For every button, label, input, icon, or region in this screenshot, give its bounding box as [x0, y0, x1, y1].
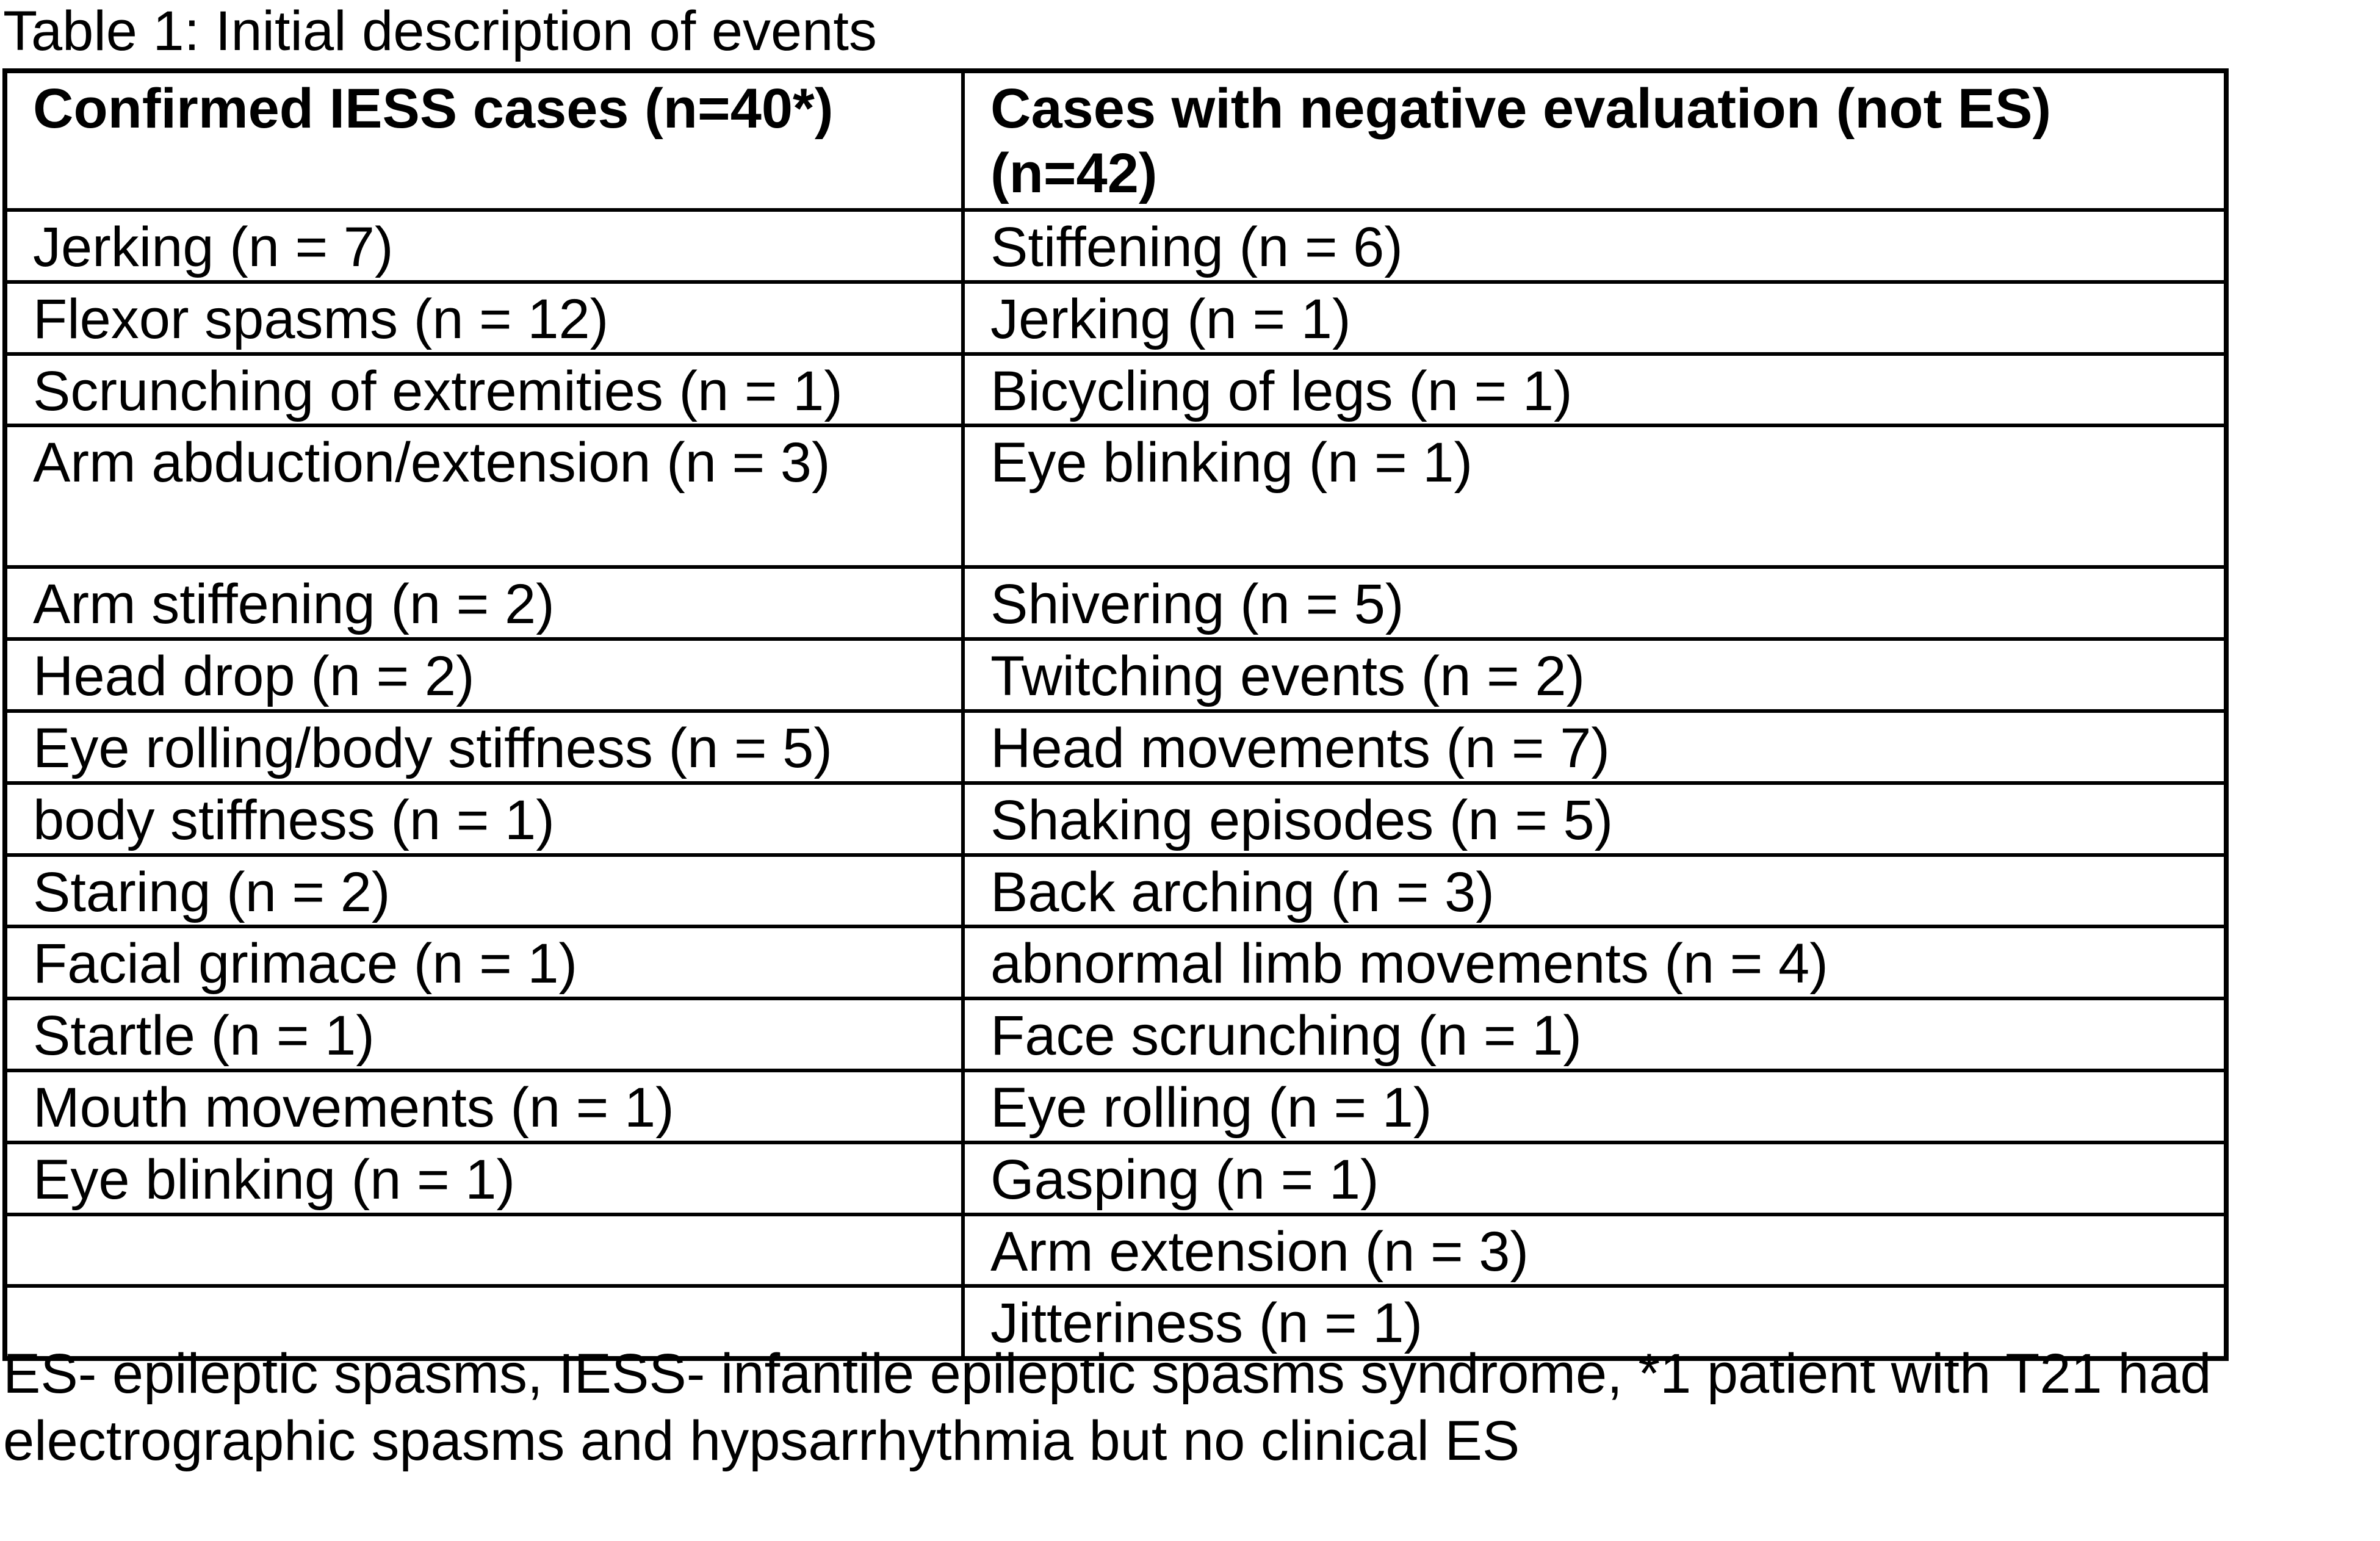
header-negative-label-line2: (n=42): [990, 142, 1158, 204]
cell-right: Stiffening (n = 6): [961, 208, 2228, 284]
cell-left: Eye rolling/body stiffness (n = 5): [3, 709, 965, 785]
table-row: body stiffness (n = 1) Shaking episodes …: [3, 781, 2228, 857]
table-row: Arm stiffening (n = 2) Shivering (n = 5): [3, 565, 2228, 641]
table-row: Mouth movements (n = 1) Eye rolling (n =…: [3, 1068, 2228, 1144]
footnote-line-2: electrographic spasms and hypsarrhythmia…: [3, 1410, 1520, 1473]
header-cell-confirmed-iess: Confirmed IESS cases (n=40*): [3, 69, 965, 212]
footnote-line-1: ES- epileptic spasms, IESS- infantile ep…: [3, 1343, 2212, 1405]
cell-left: Scrunching of extremities (n = 1): [3, 352, 965, 428]
table-footnote: ES- epileptic spasms, IESS- infantile ep…: [3, 1340, 2255, 1475]
cell-left: Jerking (n = 7): [3, 208, 965, 284]
cell-right: Head movements (n = 7): [961, 709, 2228, 785]
cell-left: Startle (n = 1): [3, 997, 965, 1072]
cell-left: Mouth movements (n = 1): [3, 1068, 965, 1144]
cell-right: Bicycling of legs (n = 1): [961, 352, 2228, 428]
table-header: Confirmed IESS cases (n=40*) Cases with …: [3, 69, 2228, 212]
table-row: Arm abduction/extension (n = 3) Eye blin…: [3, 424, 2228, 569]
table-row: Startle (n = 1) Face scrunching (n = 1): [3, 997, 2228, 1072]
cell-right: Eye blinking (n = 1): [961, 424, 2228, 569]
table-row: Head drop (n = 2) Twitching events (n = …: [3, 637, 2228, 713]
cell-left: [3, 1284, 965, 1361]
table-row: Jerking (n = 7) Stiffening (n = 6): [3, 208, 2228, 284]
cell-left: Facial grimace (n = 1): [3, 925, 965, 1001]
cell-left: Staring (n = 2): [3, 853, 965, 929]
cell-right: Back arching (n = 3): [961, 853, 2228, 929]
cell-right: Jitteriness (n = 1): [961, 1284, 2228, 1361]
events-table: Confirmed IESS cases (n=40*) Cases with …: [2, 68, 2229, 1362]
cell-right: Shivering (n = 5): [961, 565, 2228, 641]
cell-right: Arm extension (n = 3): [961, 1212, 2228, 1288]
cell-left: Flexor spasms (n = 12): [3, 280, 965, 356]
table-row: Facial grimace (n = 1) abnormal limb mov…: [3, 925, 2228, 1001]
table-row: Arm extension (n = 3): [3, 1212, 2228, 1288]
cell-left: Arm stiffening (n = 2): [3, 565, 965, 641]
cell-right: Face scrunching (n = 1): [961, 997, 2228, 1072]
table-row: Flexor spasms (n = 12) Jerking (n = 1): [3, 280, 2228, 356]
table-caption: Table 1: Initial description of events: [3, 0, 877, 62]
table-row: Eye rolling/body stiffness (n = 5) Head …: [3, 709, 2228, 785]
cell-right: Twitching events (n = 2): [961, 637, 2228, 713]
cell-right: Shaking episodes (n = 5): [961, 781, 2228, 857]
cell-left: Eye blinking (n = 1): [3, 1140, 965, 1216]
table-row: Eye blinking (n = 1) Gasping (n = 1): [3, 1140, 2228, 1216]
cell-right: Gasping (n = 1): [961, 1140, 2228, 1216]
cell-left: body stiffness (n = 1): [3, 781, 965, 857]
table-row: Staring (n = 2) Back arching (n = 3): [3, 853, 2228, 929]
cell-right: abnormal limb movements (n = 4): [961, 925, 2228, 1001]
header-negative-label-line1: Cases with negative evaluation (not ES): [990, 78, 2052, 140]
table-row: Scrunching of extremities (n = 1) Bicycl…: [3, 352, 2228, 428]
cell-left: Head drop (n = 2): [3, 637, 965, 713]
header-confirmed-label: Confirmed IESS cases (n=40*): [33, 78, 834, 140]
cell-right: Jerking (n = 1): [961, 280, 2228, 356]
table-body: Jerking (n = 7) Stiffening (n = 6) Flexo…: [3, 208, 2228, 1361]
header-row: Confirmed IESS cases (n=40*) Cases with …: [3, 69, 2228, 212]
header-cell-negative-eval: Cases with negative evaluation (not ES) …: [961, 69, 2228, 212]
cell-right: Eye rolling (n = 1): [961, 1068, 2228, 1144]
cell-left: Arm abduction/extension (n = 3): [3, 424, 965, 569]
cell-left: [3, 1212, 965, 1288]
table-row: Jitteriness (n = 1): [3, 1284, 2228, 1361]
